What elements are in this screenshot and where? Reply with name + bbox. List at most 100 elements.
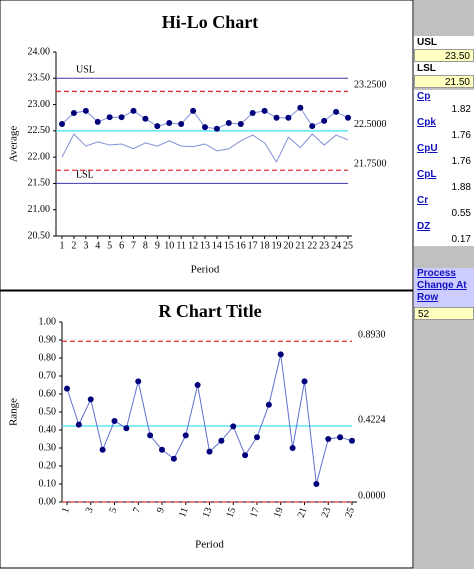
y-tick-label: 0.30: [39, 442, 57, 453]
x-tick-label: 21: [296, 506, 310, 519]
y-tick-label: 23.00: [28, 99, 51, 110]
index-value: 0.55: [414, 207, 474, 220]
x-tick-label: 9: [155, 240, 160, 251]
data-point: [94, 118, 101, 125]
index-link[interactable]: CpL: [414, 168, 474, 181]
data-point: [147, 432, 154, 439]
charts: Hi-Lo Chart20.5021.0021.5022.0022.5023.0…: [0, 0, 414, 569]
x-tick-label: 22: [307, 240, 317, 251]
data-point: [261, 107, 268, 114]
x-tick-label: 8: [143, 240, 148, 251]
data-point: [166, 119, 173, 126]
data-point: [225, 119, 232, 126]
y-tick-label: 21.50: [28, 178, 51, 189]
data-point: [59, 121, 65, 128]
x-axis-label: Period: [195, 539, 224, 551]
data-point: [142, 115, 149, 122]
data-point: [87, 396, 94, 403]
x-tick-label: 12: [188, 240, 198, 251]
index-link[interactable]: DZ: [414, 220, 474, 233]
data-point: [289, 445, 296, 451]
y-tick-label: 22.00: [28, 151, 51, 162]
x-tick-label: 23: [319, 240, 329, 251]
y-tick-label: 24.00: [28, 46, 51, 57]
data-point: [64, 385, 70, 392]
x-tick-label: 15: [224, 506, 238, 519]
x-tick-label: 6: [119, 240, 124, 251]
x-tick-label: 25: [343, 506, 357, 519]
y-tick-label: 1.00: [39, 316, 57, 327]
y-axis-label: Average: [8, 126, 20, 163]
y-tick-label: 21.00: [28, 204, 51, 215]
data-point: [230, 423, 237, 430]
series-line: [61, 133, 349, 163]
control-limit-label: 23.2500: [354, 80, 387, 91]
y-tick-label: 0.90: [39, 334, 57, 345]
x-tick-label: 2: [71, 240, 76, 251]
control-limit-label: 22.5000: [354, 119, 387, 130]
data-point: [190, 107, 197, 114]
data-point: [237, 121, 244, 128]
x-tick-label: 16: [236, 240, 246, 251]
control-limit-label: 0.0000: [358, 490, 386, 501]
spec-limit-label: USL: [76, 65, 95, 76]
process-change-link[interactable]: Process Change At Row: [414, 268, 474, 307]
control-limit-label: 21.7500: [354, 159, 387, 170]
data-point: [178, 121, 185, 128]
y-tick-label: 0.20: [39, 460, 57, 471]
data-point: [337, 434, 344, 441]
x-tick-label: 19: [272, 240, 282, 251]
data-point: [313, 481, 320, 487]
x-tick-label: 4: [95, 240, 100, 251]
chart-title: Hi-Lo Chart: [162, 12, 259, 32]
data-point: [277, 351, 284, 358]
index-value: 1.82: [414, 103, 474, 116]
y-tick-label: 0.10: [39, 478, 57, 489]
data-point: [154, 123, 161, 130]
y-tick-label: 0.60: [39, 388, 57, 399]
x-tick-label: 19: [272, 506, 286, 519]
data-point: [325, 436, 332, 442]
x-tick-label: 1: [60, 240, 65, 251]
x-tick-label: 5: [107, 240, 112, 251]
data-point: [349, 437, 355, 444]
x-tick-label: 7: [131, 506, 143, 514]
spacer: [414, 246, 474, 268]
index-link[interactable]: Cr: [414, 194, 474, 207]
side-panel: USL 23.50 LSL 21.50 Cp 1.82 Cpk 1.76 CpU 1.76…: [414, 0, 474, 569]
data-point: [218, 437, 225, 444]
data-point: [75, 421, 82, 428]
x-tick-label: 25: [343, 240, 353, 251]
data-point: [213, 125, 220, 132]
data-point: [273, 114, 280, 121]
data-point: [130, 107, 137, 114]
data-point: [202, 124, 208, 131]
control-limit-label: 0.8930: [358, 330, 386, 341]
data-point: [182, 432, 189, 439]
spacer: [414, 0, 474, 36]
usl-label: USL: [414, 36, 474, 49]
x-tick-label: 9: [155, 506, 167, 514]
data-point: [135, 378, 142, 385]
data-point: [82, 107, 89, 114]
index-link[interactable]: CpU: [414, 142, 474, 155]
index-link[interactable]: Cpk: [414, 116, 474, 129]
data-point: [159, 446, 165, 453]
data-point: [123, 425, 130, 432]
x-tick-label: 3: [83, 240, 88, 251]
data-point: [118, 114, 125, 121]
y-tick-label: 20.50: [28, 230, 51, 241]
data-point: [106, 114, 113, 121]
x-tick-label: 20: [283, 240, 293, 251]
data-point: [111, 418, 118, 424]
index-value: 1.76: [414, 129, 474, 142]
x-tick-label: 24: [331, 240, 341, 251]
y-tick-label: 0.40: [39, 424, 57, 435]
data-point: [321, 117, 328, 124]
y-tick-label: 0.80: [39, 352, 57, 363]
plot-area: [62, 322, 357, 502]
index-value: 1.76: [414, 155, 474, 168]
x-tick-label: 11: [176, 240, 186, 251]
index-link[interactable]: Cp: [414, 90, 474, 103]
